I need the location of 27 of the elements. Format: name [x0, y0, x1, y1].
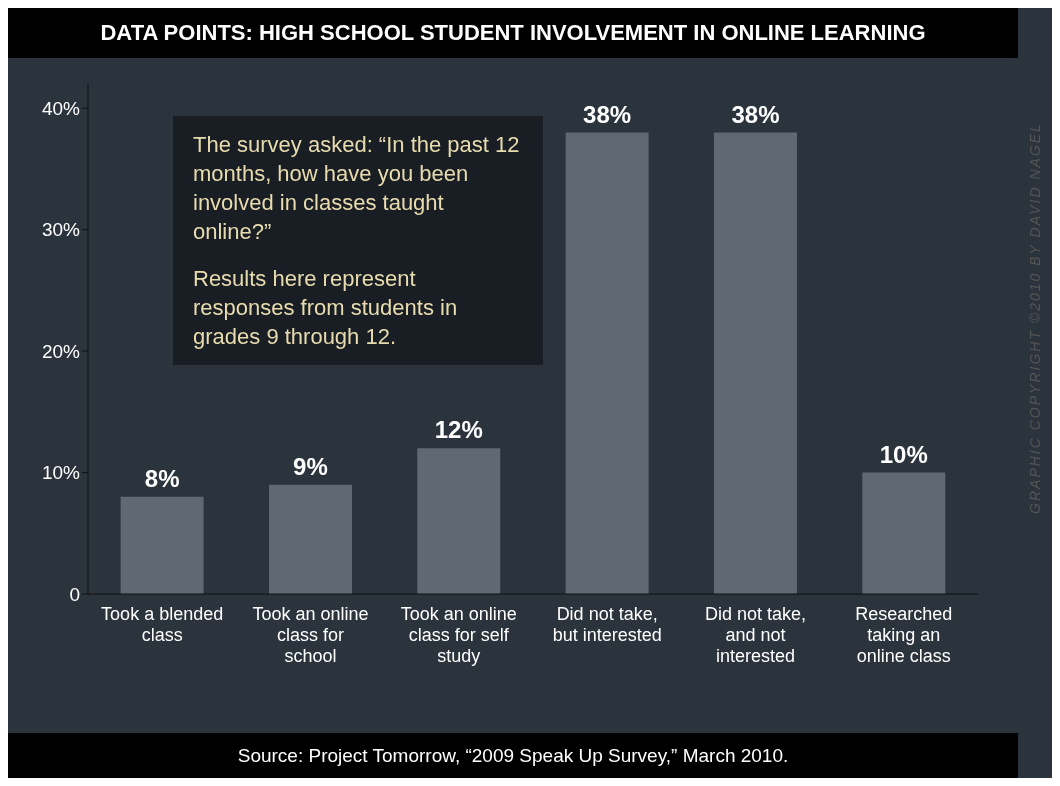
data-label: 8% — [144, 464, 180, 492]
bar — [120, 496, 204, 594]
x-tick-label: Researched taking an online class — [855, 604, 953, 666]
bar — [268, 484, 352, 594]
data-label: 12% — [434, 416, 483, 444]
data-label: 38% — [731, 100, 780, 128]
x-tick-label: Did not take, but interested — [552, 604, 662, 645]
y-tick-label: 20% — [41, 340, 81, 362]
bar — [862, 472, 946, 594]
bar — [713, 132, 797, 594]
x-tick-label: Took a blended class — [101, 604, 224, 645]
x-tick-label: Did not take, and not interested — [704, 604, 807, 666]
data-label: 38% — [583, 100, 632, 128]
annotation: Results here represent responses from students in grades 9 through 12. — [193, 265, 459, 351]
x-tick-label: Took an online class for self study — [400, 604, 517, 666]
data-label: 10% — [879, 440, 928, 468]
chart-title: DATA POINTS: HIGH SCHOOL STUDENT INVOLVEMENT IN ONLINE LEARNING — [8, 8, 1018, 58]
y-tick-label: 0 — [69, 583, 80, 605]
bar — [417, 448, 501, 594]
bar — [565, 132, 649, 594]
y-tick-label: 40% — [41, 98, 81, 120]
y-tick-label: 10% — [41, 462, 81, 484]
annotation: The survey asked: “In the past 12 months, how have you been involved in classes taught online?” — [193, 131, 521, 246]
source-note: Source: Project Tomorrow, “2009 Speak Up Survey,” March 2010. — [8, 733, 1018, 778]
x-tick-label: Took an online class for school — [252, 604, 369, 666]
y-tick-label: 30% — [41, 219, 81, 241]
data-label: 9% — [293, 452, 328, 480]
